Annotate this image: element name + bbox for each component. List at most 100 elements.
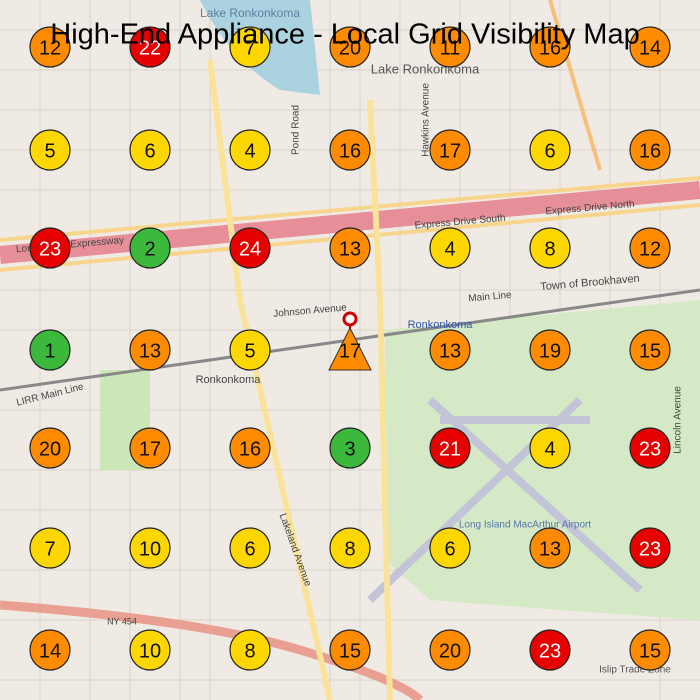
marker-value: 6 <box>444 538 455 560</box>
marker-value: 4 <box>244 140 255 162</box>
marker-circle <box>429 129 471 171</box>
service-road <box>0 176 700 242</box>
marker-circle <box>529 427 571 469</box>
map-label: Ronkonkoma <box>408 319 474 331</box>
map-label: Long Island MacArthur Airport <box>459 520 592 531</box>
marker-circle <box>529 329 571 371</box>
marker-circle <box>629 129 671 171</box>
marker-circle <box>529 629 571 671</box>
marker-circle <box>229 129 271 171</box>
marker-circle <box>429 329 471 371</box>
marker-circle <box>229 26 271 68</box>
marker-value: 8 <box>344 538 355 560</box>
marker-value: 17 <box>439 140 461 162</box>
marker-value: 4 <box>444 238 455 260</box>
marker-value: 4 <box>544 438 555 460</box>
map-label: Ronkonkoma <box>196 374 262 386</box>
map-label: Pond Road <box>291 105 302 155</box>
map-label: Lake Ronkonkoma <box>371 61 480 76</box>
lakeland-avenue <box>207 59 333 700</box>
marker-value: 7 <box>44 538 55 560</box>
marker-value: 16 <box>539 37 561 59</box>
marker-circle <box>29 329 71 371</box>
avenue <box>367 99 393 700</box>
marker-value: 10 <box>139 538 161 560</box>
marker-circle <box>229 427 271 469</box>
marker-value: 7 <box>244 37 255 59</box>
marker-value: 5 <box>244 340 255 362</box>
marker-value: 23 <box>39 238 61 260</box>
marker-value: 16 <box>339 140 361 162</box>
marker-value: 23 <box>639 438 661 460</box>
marker-circle <box>429 227 471 269</box>
marker-value: 13 <box>339 238 361 260</box>
map-label: Hawkins Avenue <box>421 83 432 157</box>
marker-circle <box>29 527 71 569</box>
pin-head <box>342 311 358 327</box>
marker-circle <box>429 629 471 671</box>
marker-value: 11 <box>440 37 461 59</box>
marker-value: 6 <box>244 538 255 560</box>
marker-value: 23 <box>639 538 661 560</box>
marker-value: 22 <box>139 37 161 59</box>
marker-circle <box>29 227 71 269</box>
marker-circle <box>529 227 571 269</box>
marker-value: 12 <box>39 37 61 59</box>
map-label: Lincoln Avenue <box>673 386 684 454</box>
marker-value: 6 <box>544 140 555 162</box>
marker-value: 21 <box>439 438 461 460</box>
marker-value: 15 <box>639 640 661 662</box>
map-label: Islip Trade Zone <box>599 665 671 676</box>
marker-circle <box>29 129 71 171</box>
marker-value: 17 <box>139 438 161 460</box>
marker-circle <box>229 629 271 671</box>
marker-circle <box>29 427 71 469</box>
marker-value: 14 <box>639 37 661 59</box>
marker-circle <box>629 427 671 469</box>
marker-value: 16 <box>239 438 261 460</box>
marker-circle <box>329 129 371 171</box>
marker-circle <box>629 629 671 671</box>
marker-triangle <box>328 326 372 371</box>
marker-circle <box>529 527 571 569</box>
marker-circle <box>629 227 671 269</box>
marker-value: 8 <box>244 640 255 662</box>
marker-circle <box>129 427 171 469</box>
marker-circle <box>429 427 471 469</box>
marker-circle <box>29 629 71 671</box>
marker-circle <box>429 527 471 569</box>
marker-value: 23 <box>539 640 561 662</box>
map-label: Main Line <box>468 290 513 305</box>
marker-value: 20 <box>339 37 361 59</box>
marker-circle <box>629 329 671 371</box>
marker-value: 16 <box>639 140 661 162</box>
marker-circle <box>529 129 571 171</box>
marker-value: 10 <box>139 640 161 662</box>
marker-circle <box>129 329 171 371</box>
marker-circle <box>329 227 371 269</box>
marker-value: 12 <box>639 238 661 260</box>
marker-value: 8 <box>544 238 555 260</box>
marker-circle <box>129 26 171 68</box>
marker-value: 3 <box>344 438 355 460</box>
marker-value: 20 <box>39 438 61 460</box>
marker-circle <box>129 629 171 671</box>
marker-value: 13 <box>139 340 161 362</box>
marker-circle <box>329 26 371 68</box>
marker-value: 20 <box>439 640 461 662</box>
marker-value: 6 <box>144 140 155 162</box>
marker-value: 2 <box>144 238 155 260</box>
map-label: Lake Ronkonkoma <box>200 6 300 20</box>
marker-circle <box>529 26 571 68</box>
marker-circle <box>29 26 71 68</box>
marker-circle <box>129 129 171 171</box>
marker-circle <box>229 527 271 569</box>
marker-circle <box>229 227 271 269</box>
marker-value: 1 <box>44 340 55 362</box>
marker-value: 15 <box>639 340 661 362</box>
marker-value: 24 <box>239 238 261 260</box>
marker-circle <box>329 427 371 469</box>
marker-value: 14 <box>39 640 61 662</box>
map-label: NY 454 <box>107 616 137 626</box>
